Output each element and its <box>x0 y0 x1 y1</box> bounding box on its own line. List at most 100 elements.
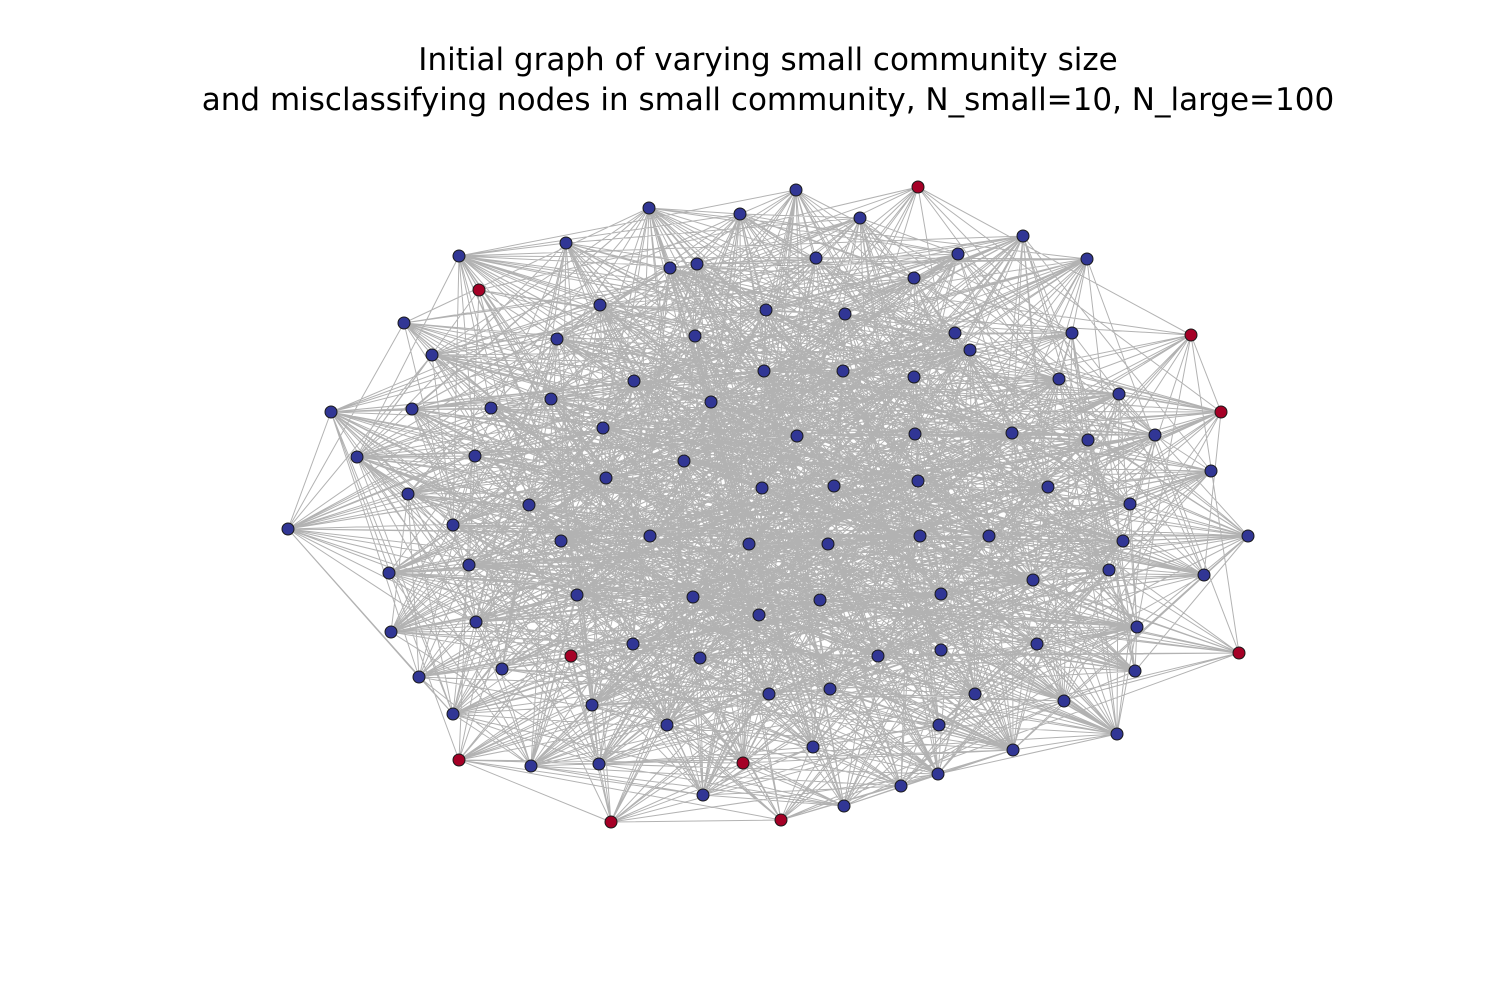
large-community-node <box>384 625 398 639</box>
large-community-node <box>1006 743 1020 757</box>
title-line-1: Initial graph of varying small community… <box>418 42 1118 78</box>
large-community-node <box>550 332 564 346</box>
small-community-node <box>604 815 618 829</box>
large-community-node <box>593 298 607 312</box>
large-community-node <box>524 759 538 773</box>
large-community-node <box>484 401 498 415</box>
large-community-node <box>559 236 573 250</box>
large-community-node <box>948 326 962 340</box>
large-community-node <box>1128 664 1142 678</box>
large-community-node <box>544 392 558 406</box>
large-community-node <box>1030 637 1044 651</box>
large-community-node <box>452 249 466 263</box>
large-community-node <box>446 707 460 721</box>
large-community-node <box>627 374 641 388</box>
large-community-node <box>982 529 996 543</box>
large-community-node <box>838 307 852 321</box>
large-community-node <box>951 247 965 261</box>
small-community-node <box>736 756 750 770</box>
large-community-node <box>1081 433 1095 447</box>
large-community-node <box>827 479 841 493</box>
small-community-node <box>1232 646 1246 660</box>
large-community-node <box>643 529 657 543</box>
large-community-node <box>382 566 396 580</box>
large-community-node <box>913 529 927 543</box>
large-community-node <box>821 537 835 551</box>
large-community-node <box>585 698 599 712</box>
large-community-node <box>932 718 946 732</box>
title-line-2: and misclassifying nodes in small commun… <box>201 82 1335 118</box>
small-community-node <box>1184 328 1198 342</box>
large-community-node <box>405 402 419 416</box>
large-community-node <box>931 767 945 781</box>
edge-layer <box>287 186 1249 823</box>
large-community-node <box>660 718 674 732</box>
large-community-node <box>677 454 691 468</box>
large-community-node <box>1130 620 1144 634</box>
large-community-node <box>823 682 837 696</box>
large-community-node <box>1116 534 1130 548</box>
large-community-node <box>762 687 776 701</box>
large-community-node <box>1110 727 1124 741</box>
large-community-node <box>894 779 908 793</box>
large-community-node <box>425 348 439 362</box>
large-community-node <box>1102 563 1116 577</box>
large-community-node <box>755 481 769 495</box>
large-community-node <box>1241 529 1255 543</box>
large-community-node <box>759 303 773 317</box>
large-community-node <box>704 395 718 409</box>
large-community-node <box>911 474 925 488</box>
large-community-node <box>1052 372 1066 386</box>
large-community-node <box>1005 426 1019 440</box>
small-community-node <box>452 753 466 767</box>
large-community-node <box>908 427 922 441</box>
large-community-node <box>757 364 771 378</box>
large-community-node <box>1148 428 1162 442</box>
figure-title: Initial graph of varying small community… <box>0 40 1500 120</box>
large-community-node <box>554 534 568 548</box>
large-community-node <box>1041 480 1055 494</box>
large-community-node <box>693 651 707 665</box>
large-community-node <box>907 370 921 384</box>
large-community-node <box>836 364 850 378</box>
large-community-node <box>663 261 677 275</box>
small-community-node <box>472 283 486 297</box>
large-community-node <box>1057 694 1071 708</box>
large-community-node <box>281 522 295 536</box>
small-community-node <box>774 813 788 827</box>
large-community-node <box>1112 387 1126 401</box>
large-community-node <box>696 788 710 802</box>
large-community-node <box>813 593 827 607</box>
large-community-node <box>1204 464 1218 478</box>
large-community-node <box>1197 568 1211 582</box>
large-community-node <box>806 740 820 754</box>
node-layer <box>281 180 1255 829</box>
large-community-node <box>871 649 885 663</box>
large-community-node <box>790 429 804 443</box>
large-community-node <box>397 316 411 330</box>
large-community-node <box>686 590 700 604</box>
large-community-node <box>642 201 656 215</box>
large-community-node <box>907 271 921 285</box>
large-community-node <box>1026 573 1040 587</box>
large-community-node <box>934 643 948 657</box>
large-community-node <box>462 558 476 572</box>
large-community-node <box>401 487 415 501</box>
large-community-node <box>789 183 803 197</box>
large-community-node <box>968 687 982 701</box>
large-community-node <box>1123 497 1137 511</box>
large-community-node <box>1080 252 1094 266</box>
large-community-node <box>626 637 640 651</box>
large-community-node <box>592 757 606 771</box>
large-community-node <box>742 537 756 551</box>
small-community-node <box>1214 405 1228 419</box>
large-community-node <box>934 587 948 601</box>
large-community-node <box>963 343 977 357</box>
small-community-node <box>911 180 925 194</box>
large-community-node <box>690 257 704 271</box>
large-community-node <box>1065 326 1079 340</box>
small-community-node <box>564 649 578 663</box>
large-community-node <box>570 588 584 602</box>
large-community-node <box>733 207 747 221</box>
